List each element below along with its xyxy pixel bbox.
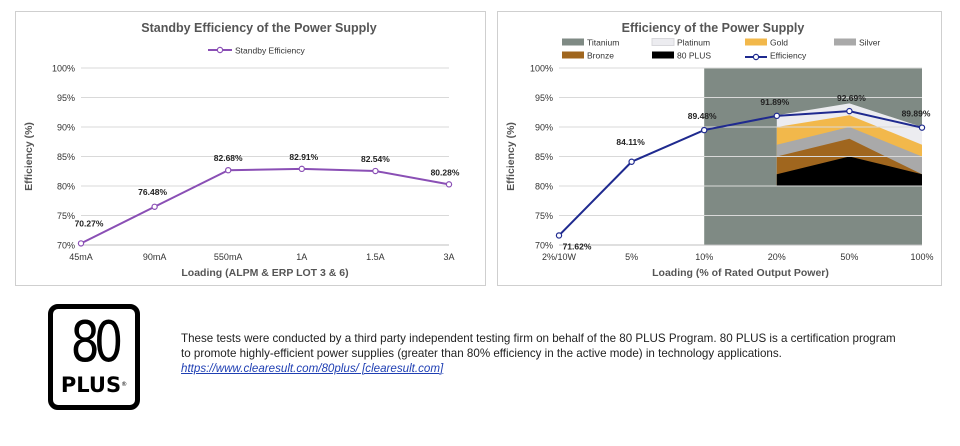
y-axis-label: Efficiency (%) xyxy=(505,122,517,191)
x-tick-label: 50% xyxy=(840,252,858,262)
data-point xyxy=(700,126,708,134)
band-80-plus xyxy=(776,156,922,186)
legend-label: 80 PLUS xyxy=(677,51,711,61)
x-tick-label: 100% xyxy=(910,252,933,262)
x-tick-label: 550mA xyxy=(214,252,243,262)
description-text: These tests were conducted by a third pa… xyxy=(181,332,896,360)
x-tick-label: 45mA xyxy=(69,252,93,262)
y-tick-label: 75% xyxy=(535,211,553,221)
data-point xyxy=(555,232,563,239)
data-label: 80.28% xyxy=(431,167,460,177)
x-tick-label: 20% xyxy=(768,252,786,262)
series-line xyxy=(80,167,450,245)
x-tick-label: 1.5A xyxy=(366,252,385,262)
y-tick-label: 80% xyxy=(57,182,75,192)
data-label: 82.54% xyxy=(361,154,390,164)
data-point xyxy=(773,112,780,120)
standby-efficiency-panel: Standby Efficiency of the Power Supply 70… xyxy=(15,11,486,286)
clearesult-link[interactable]: https://www.clearesult.com/80plus/ [clea… xyxy=(181,362,444,375)
y-tick-label: 95% xyxy=(535,93,553,103)
data-point xyxy=(224,166,232,174)
data-label: 70.27% xyxy=(75,218,104,228)
data-label: 92.69% xyxy=(837,93,866,103)
x-tick-label: 3A xyxy=(443,252,454,262)
y-tick-label: 95% xyxy=(57,93,75,103)
chart-title: Efficiency of the Power Supply xyxy=(622,21,805,35)
y-tick-label: 85% xyxy=(57,152,75,162)
y-tick-label: 100% xyxy=(530,64,553,74)
legend-swatch xyxy=(562,51,584,59)
data-point xyxy=(846,107,853,115)
legend-label: Standby Efficiency xyxy=(235,46,306,56)
legend-swatch xyxy=(652,51,674,59)
data-point xyxy=(372,167,379,175)
data-label: 82.68% xyxy=(214,153,243,163)
y-tick-label: 70% xyxy=(535,241,553,251)
y-tick-label: 70% xyxy=(57,241,75,251)
data-label: 82.91% xyxy=(289,152,318,162)
data-point xyxy=(445,181,453,188)
data-point xyxy=(298,165,305,173)
x-tick-label: 1A xyxy=(296,252,307,262)
80-plus-logo: 80 PLUS® xyxy=(48,304,140,410)
x-tick-label: 5% xyxy=(625,252,638,262)
efficiency-chart: Efficiency of the Power Supply 70% 75% 80% 8… xyxy=(505,21,934,279)
x-tick-label: 10% xyxy=(695,252,713,262)
standby-efficiency-chart: Standby Efficiency of the Power Supply 70… xyxy=(23,21,460,279)
y-axis-label: Efficiency (%) xyxy=(23,122,35,191)
legend-label: Silver xyxy=(859,38,880,48)
legend-swatch xyxy=(562,38,584,46)
data-label: 89.89% xyxy=(902,109,931,119)
series-line xyxy=(558,110,923,237)
y-tick-label: 80% xyxy=(535,182,553,192)
y-tick-label: 85% xyxy=(535,152,553,162)
registered-mark: ® xyxy=(121,381,128,388)
x-axis-label: Loading (ALPM & ERP LOT 3 & 6) xyxy=(181,267,348,279)
data-label: 76.48% xyxy=(138,187,167,197)
legend-marker xyxy=(752,53,760,61)
y-tick-label: 100% xyxy=(52,64,75,74)
y-tick-label: 75% xyxy=(57,211,75,221)
y-tick-label: 90% xyxy=(535,123,553,133)
legend-swatch xyxy=(745,38,767,46)
data-label: 84.11% xyxy=(616,137,645,147)
data-point xyxy=(77,240,85,247)
legend-label: Bronze xyxy=(587,51,614,61)
x-tick-label: 90mA xyxy=(143,252,167,262)
logo-plus-word: PLUS xyxy=(60,373,122,397)
data-point xyxy=(151,203,158,210)
legend-label: Efficiency xyxy=(770,51,807,61)
legend-label: Gold xyxy=(770,38,788,48)
x-axis-label: Loading (% of Rated Output Power) xyxy=(652,267,829,279)
y-tick-label: 90% xyxy=(57,123,75,133)
legend-label: Titanium xyxy=(587,38,619,48)
legend-label: Platinum xyxy=(677,38,710,48)
legend-swatch xyxy=(834,38,856,46)
data-label: 89.48% xyxy=(688,111,717,121)
legend-marker xyxy=(216,46,224,54)
logo-plus-text: PLUS® xyxy=(53,373,135,397)
data-point xyxy=(628,158,635,165)
efficiency-panel: Efficiency of the Power Supply 70% 75% 80% 8… xyxy=(497,11,942,286)
legend-swatch xyxy=(651,38,675,46)
x-tick-label: 2%/10W xyxy=(542,252,577,262)
program-description: These tests were conducted by a third pa… xyxy=(181,331,901,376)
logo-number: 80 xyxy=(70,310,124,375)
chart-title: Standby Efficiency of the Power Supply xyxy=(141,21,377,35)
data-label: 91.89% xyxy=(760,97,789,107)
data-point xyxy=(918,124,926,131)
data-label: 71.62% xyxy=(563,241,592,251)
